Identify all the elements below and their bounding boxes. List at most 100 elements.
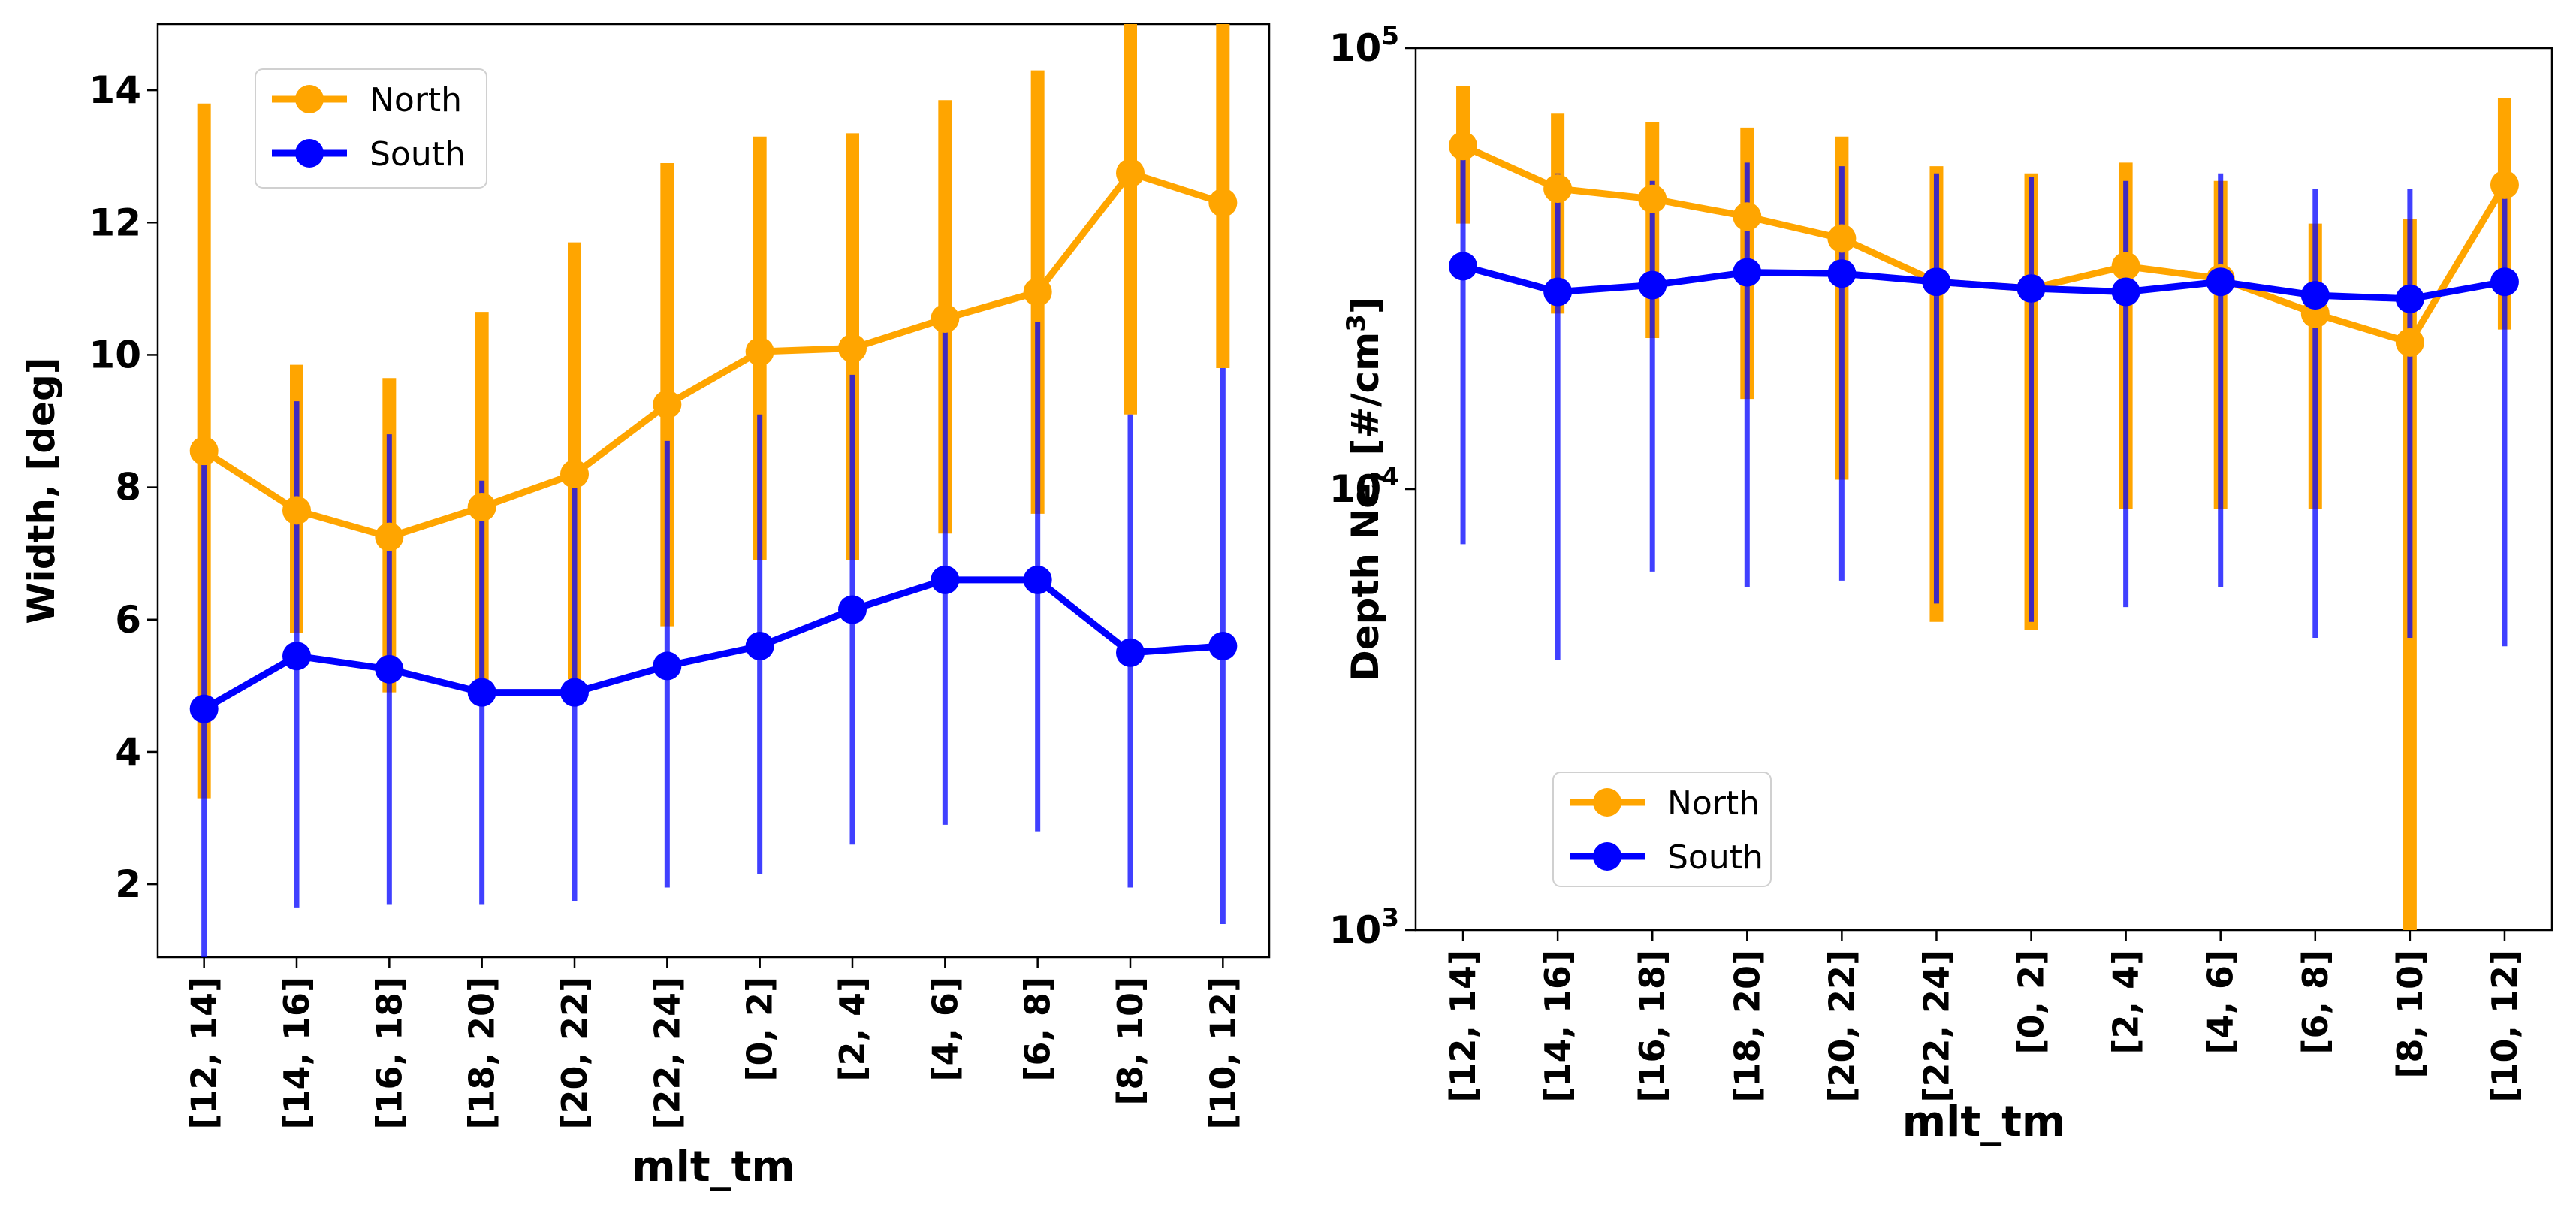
point-north: [931, 304, 960, 333]
point-south: [2395, 284, 2424, 313]
x-tick-label: [8, 10]: [2390, 950, 2430, 1079]
y-tick-label: 4: [115, 730, 141, 774]
point-north: [745, 337, 774, 367]
y-tick-label: 6: [115, 598, 141, 642]
series-line-north: [1461, 143, 2508, 346]
x-tick-label: [4, 6]: [2200, 950, 2241, 1055]
point-south: [2016, 274, 2046, 304]
y-axis-label: Depth Ne, [#/cm3]: [1341, 297, 1387, 681]
y-tick-label: 2: [115, 862, 141, 906]
plot-area: [1449, 86, 2519, 930]
point-south: [1023, 565, 1052, 594]
x-tick-label: [18, 20]: [462, 977, 502, 1130]
point-north: [1116, 159, 1145, 188]
point-north: [1449, 131, 1478, 161]
x-tick-label: [8, 10]: [1110, 977, 1151, 1106]
y-tick-label: 104: [1329, 462, 1399, 511]
point-south: [745, 632, 774, 660]
series-line-north: [202, 169, 1224, 541]
x-tick-label: [6, 8]: [2295, 950, 2336, 1055]
y-tick-label: 103: [1329, 903, 1399, 952]
y-tick-label: 8: [115, 466, 141, 509]
point-south: [1922, 267, 1951, 297]
point-south: [189, 694, 219, 723]
point-south: [653, 651, 682, 681]
point-north: [2395, 328, 2424, 357]
x-tick-label: [6, 8]: [1018, 977, 1058, 1082]
y-tick-label: 12: [89, 201, 141, 244]
x-tick-label: [22, 24]: [1916, 950, 1956, 1103]
x-tick-label: [16, 18]: [1632, 950, 1673, 1103]
point-south: [1116, 638, 1145, 667]
point-north: [1023, 277, 1052, 307]
point-north: [1733, 202, 1762, 231]
chart-2: 103 104 105 [12, 14] [14, 16] [16, 18] [18, 20…: [1329, 21, 2553, 1146]
y-tick-label: 105: [1329, 21, 1399, 70]
point-south: [1733, 258, 1762, 287]
x-tick-label: [0, 2]: [740, 977, 780, 1082]
point-south: [467, 678, 496, 707]
legend-swatch-marker: [295, 139, 324, 168]
point-north: [189, 436, 219, 466]
x-tick-label: [20, 22]: [554, 977, 595, 1130]
x-tick-label: [0, 2]: [2011, 950, 2052, 1055]
point-south: [1827, 259, 1857, 288]
legend-swatch-marker: [1593, 842, 1621, 871]
x-tick-label: [18, 20]: [1727, 950, 1767, 1103]
x-tick-label: [22, 24]: [647, 977, 687, 1130]
x-tick-label: [20, 22]: [1821, 950, 1862, 1103]
point-south: [2111, 277, 2140, 307]
legend-swatch-marker: [1593, 788, 1621, 817]
point-south: [1638, 270, 1667, 300]
legend: North South: [255, 68, 487, 189]
point-south: [1208, 632, 1238, 660]
point-south: [838, 595, 867, 624]
legend: North South: [1552, 772, 1772, 887]
point-south: [1449, 252, 1478, 281]
x-tick-label: [14, 16]: [276, 977, 317, 1130]
legend-label: North: [370, 81, 462, 119]
x-tick-label: [2, 4]: [2106, 950, 2146, 1055]
point-north: [375, 522, 404, 551]
x-tick-label: [16, 18]: [369, 977, 409, 1130]
point-north: [2111, 252, 2140, 281]
y-tick-label: 10: [89, 333, 141, 376]
point-north: [282, 496, 311, 525]
point-south: [931, 565, 960, 594]
x-tick-label: [2, 4]: [832, 977, 873, 1082]
x-tick-label: [14, 16]: [1537, 950, 1578, 1103]
point-north: [467, 493, 496, 522]
x-tick-label: [12, 14]: [1443, 950, 1483, 1103]
point-north: [2490, 170, 2519, 199]
chart-1: 2 4 6 8 10 12 14 [12, 14] [14, 16] [16, 18] [18, 2…: [20, 23, 1271, 1191]
point-north: [838, 334, 867, 363]
point-north: [1208, 188, 1238, 217]
x-tick-label: [4, 6]: [925, 977, 965, 1082]
point-north: [1638, 184, 1667, 213]
x-tick-label: [10, 12]: [2484, 950, 2525, 1103]
point-south: [375, 654, 404, 684]
x-axis-label: mlt_tm: [632, 1143, 795, 1191]
legend-label: North: [1667, 784, 1760, 823]
legend-label: South: [370, 135, 466, 174]
point-south: [2300, 281, 2330, 310]
point-south: [1543, 277, 1573, 307]
point-south: [2490, 267, 2519, 297]
series-line-south: [1461, 263, 2505, 303]
plot-frame: [156, 23, 1271, 959]
y-axis-label: Width, [deg]: [20, 357, 63, 624]
x-axis-label: mlt_tm: [1902, 1098, 2065, 1146]
point-south: [2206, 267, 2235, 297]
x-tick-label: [12, 14]: [184, 977, 225, 1130]
legend-label: South: [1667, 838, 1763, 877]
point-north: [1543, 174, 1573, 204]
point-south: [560, 678, 589, 707]
point-south: [282, 642, 311, 671]
point-north: [653, 390, 682, 419]
legend-swatch-marker: [295, 85, 324, 113]
x-tick-label: [10, 12]: [1202, 977, 1243, 1130]
plot-area: [189, 24, 1238, 957]
point-north: [560, 459, 589, 488]
series-line-south: [202, 576, 1223, 712]
